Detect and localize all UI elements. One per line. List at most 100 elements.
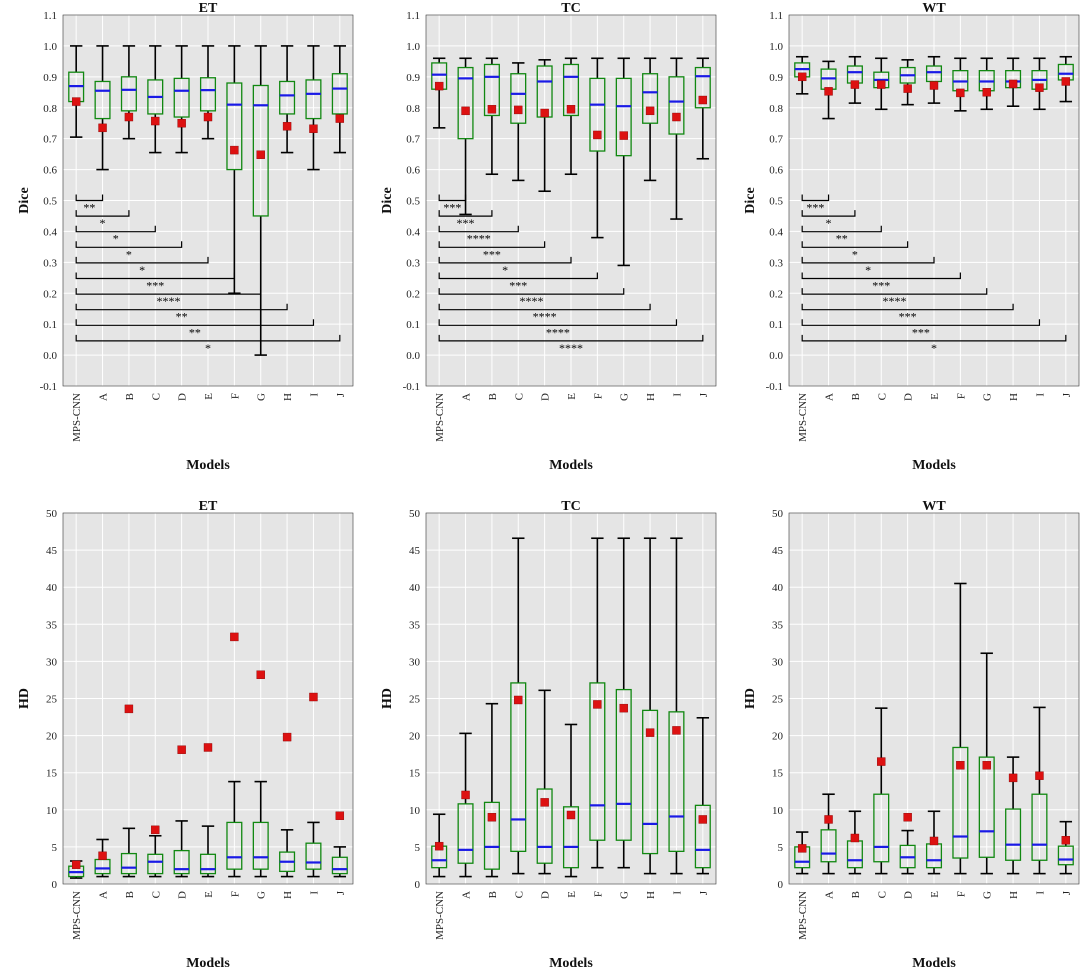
mean-marker (1061, 836, 1071, 845)
x-tick-label: MPS-CNN (797, 891, 809, 940)
x-tick-label: H (645, 393, 657, 401)
mean-marker (124, 112, 134, 122)
x-tick-label: G (619, 891, 631, 899)
x-tick-label: F (229, 891, 241, 897)
box-F (589, 57, 606, 239)
significance-bracket (801, 319, 1041, 326)
box-A (94, 838, 111, 878)
iqr-box (120, 76, 137, 112)
iqr-box (199, 77, 217, 112)
plot-frame (788, 512, 1080, 885)
chart-panel-0: -0.1 0.0 0.1 0.2 0.3 0.4 0.5 0.6 0.7 0.8 0.9 1.0 1.1… (17, 1, 354, 473)
mean-marker (877, 80, 886, 89)
chart-panel-2: -0.1 0.0 0.1 0.2 0.3 0.4 0.5 0.6 0.7 0.8 0.9 1.0 1.1… (743, 1, 1080, 473)
iqr-box (510, 682, 527, 853)
significance-bracket (801, 241, 909, 248)
x-tick-label: B (487, 393, 499, 400)
mean-marker (335, 114, 345, 123)
mean-marker (540, 798, 549, 807)
mean-marker (929, 836, 939, 846)
box-E (925, 810, 943, 875)
x-tick-label: G (982, 393, 994, 401)
mean-marker (487, 105, 497, 114)
mean-marker (540, 108, 549, 118)
plot-frame (425, 14, 717, 387)
mean-marker (850, 833, 860, 843)
plot-frame (425, 512, 717, 885)
y-tick-label: 0.4 (406, 226, 420, 238)
iqr-box (1057, 845, 1074, 866)
significance-bracket (438, 272, 598, 280)
y-tick-label: 0.9 (43, 72, 57, 84)
x-tick-label: MPS-CNN (797, 393, 809, 442)
y-tick-label: 25 (409, 694, 421, 706)
x-tick-label: C (876, 891, 888, 898)
mean-marker (672, 726, 681, 735)
x-tick-label: D (540, 393, 552, 401)
box-I (668, 537, 685, 875)
iqr-box (536, 788, 553, 864)
x-tick-label: J (335, 890, 347, 895)
iqr-box (173, 849, 190, 875)
y-tick-label: 0.2 (769, 288, 783, 300)
x-tick-label: E (566, 393, 578, 400)
y-tick-label: 0.2 (406, 288, 420, 300)
y-tick-label: 0.0 (769, 350, 783, 362)
box-A (94, 45, 111, 171)
box-J (1057, 55, 1074, 103)
box-D (899, 59, 916, 106)
x-tick-label: J (698, 392, 710, 397)
y-tick-label: 35 (46, 619, 58, 631)
x-tick-label: B (124, 393, 136, 400)
x-tick-label: J (1061, 890, 1073, 895)
y-tick-label: 0.1 (406, 319, 420, 331)
y-tick-label: -0.1 (403, 381, 420, 393)
y-tick-label: 0.8 (769, 103, 783, 115)
iqr-box (642, 709, 659, 855)
x-tick-label: D (903, 891, 915, 899)
x-tick-label: B (850, 393, 862, 400)
box-H (642, 537, 659, 875)
x-tick-label: C (150, 891, 162, 898)
significance-label: * (502, 263, 508, 277)
significance-label: * (852, 247, 858, 261)
mean-marker (982, 88, 991, 97)
mean-marker (672, 112, 681, 122)
x-tick-label: I (308, 891, 320, 895)
box-A (820, 60, 837, 120)
box-B (846, 810, 863, 875)
y-axis-label: Dice (17, 187, 32, 213)
x-tick-label: E (566, 891, 578, 898)
y-tick-label: 1.0 (43, 41, 57, 53)
y-tick-label: 10 (46, 805, 58, 817)
x-tick-label: A (461, 393, 473, 401)
significance-label: **** (156, 294, 180, 308)
mean-marker (698, 815, 708, 824)
iqr-box (1005, 808, 1022, 861)
y-tick-label: 50 (772, 508, 784, 520)
significance-bracket (75, 225, 156, 233)
y-tick-label: 0.1 (43, 319, 57, 331)
y-tick-label: 0.0 (406, 350, 420, 362)
box-D (173, 745, 190, 878)
iqr-box (173, 77, 190, 118)
mean-marker (1008, 79, 1018, 89)
mean-marker (566, 810, 576, 820)
mean-marker (593, 130, 602, 140)
y-tick-label: 0.2 (43, 288, 57, 300)
iqr-box (279, 80, 296, 115)
iqr-box (331, 73, 348, 115)
significance-label: * (865, 263, 871, 277)
significance-label: * (113, 232, 119, 246)
significance-bracket (75, 241, 183, 248)
box-J (331, 45, 348, 154)
box-E (925, 55, 943, 104)
x-tick-label: D (177, 393, 189, 401)
iqr-box (615, 77, 632, 157)
x-tick-label: G (982, 891, 994, 899)
mean-marker (434, 841, 444, 851)
y-tick-label: 0.5 (406, 196, 420, 208)
mean-marker (282, 122, 292, 131)
y-tick-label: 0.7 (769, 134, 783, 146)
